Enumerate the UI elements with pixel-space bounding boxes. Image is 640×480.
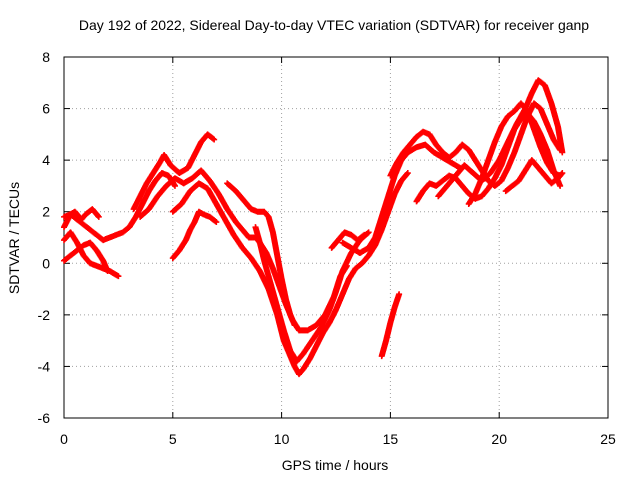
data-points bbox=[61, 77, 566, 378]
trace-marker bbox=[364, 230, 371, 237]
series-arc-2 bbox=[61, 229, 122, 280]
series-arc-18 bbox=[502, 157, 566, 195]
trace-marker bbox=[95, 212, 101, 219]
data-point bbox=[213, 219, 220, 226]
data-point bbox=[559, 170, 566, 177]
series-arc-3 bbox=[61, 239, 111, 275]
y-tick-label: 2 bbox=[42, 204, 50, 220]
data-point bbox=[559, 149, 566, 156]
y-tick-label: -6 bbox=[38, 410, 51, 426]
tick-labels: 0 5 10 15 20 25 -6 -4 -2 0 2 4 6 8 bbox=[38, 49, 616, 447]
trace-marker bbox=[210, 135, 217, 142]
y-tick-label: -2 bbox=[38, 307, 51, 323]
series-arc-17 bbox=[465, 100, 564, 207]
y-tick-label: 8 bbox=[42, 49, 50, 65]
data-point bbox=[365, 229, 372, 236]
trace-marker bbox=[360, 232, 367, 239]
x-tick-label: 25 bbox=[600, 431, 616, 447]
y-tick-label: 4 bbox=[42, 152, 50, 168]
x-tick-label: 20 bbox=[491, 431, 507, 447]
y-axis-label: SDTVAR / TECUs bbox=[6, 182, 22, 294]
series-arc-9 bbox=[224, 180, 298, 329]
series-arc-5 bbox=[130, 131, 218, 213]
data-point bbox=[115, 273, 122, 280]
data-point bbox=[396, 291, 403, 298]
y-tick-label: -4 bbox=[38, 358, 51, 374]
trace-marker bbox=[212, 218, 219, 225]
trace-marker bbox=[558, 171, 565, 178]
data-point bbox=[361, 231, 368, 238]
x-axis-label: GPS time / hours bbox=[282, 457, 389, 473]
data-point bbox=[404, 170, 411, 177]
x-tick-label: 0 bbox=[60, 431, 68, 447]
x-tick-label: 5 bbox=[169, 431, 177, 447]
data-point bbox=[95, 213, 102, 220]
trace-marker bbox=[403, 171, 410, 178]
y-tick-label: 0 bbox=[42, 255, 50, 271]
series-arc-8 bbox=[169, 208, 220, 262]
series-arc-16 bbox=[435, 77, 566, 200]
data-point bbox=[557, 182, 564, 189]
x-tick-label: 10 bbox=[274, 431, 290, 447]
data-point bbox=[291, 322, 298, 329]
series-arc-1 bbox=[61, 170, 178, 244]
series-arc-13 bbox=[378, 291, 403, 360]
y-tick-label: 6 bbox=[42, 101, 50, 117]
data-point bbox=[211, 136, 218, 143]
data-point bbox=[104, 268, 111, 275]
x-tick-label: 15 bbox=[383, 431, 399, 447]
data-point bbox=[171, 182, 178, 189]
series-arc-11 bbox=[328, 229, 368, 251]
series-arc-4 bbox=[61, 206, 102, 231]
chart-title: Day 192 of 2022, Sidereal Day-to-day VTE… bbox=[79, 17, 589, 33]
